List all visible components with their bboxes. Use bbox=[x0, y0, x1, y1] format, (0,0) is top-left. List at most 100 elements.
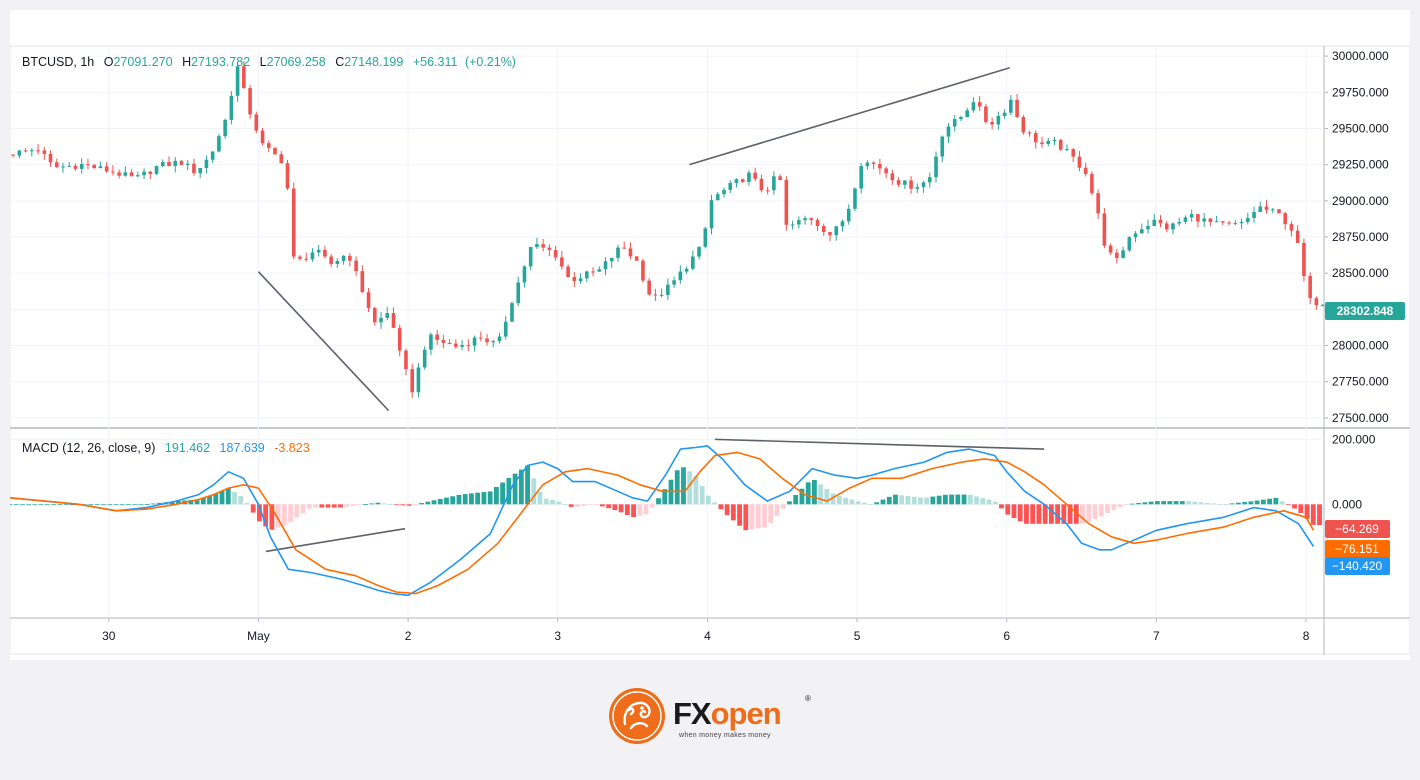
histogram-bar bbox=[918, 497, 923, 505]
candle-body bbox=[1239, 221, 1244, 224]
time-tick-label: 3 bbox=[554, 629, 561, 643]
candle-body bbox=[111, 171, 115, 173]
last-price-badge: 28302.848 bbox=[1325, 302, 1405, 320]
candle-body bbox=[329, 256, 333, 264]
candle-body bbox=[1139, 229, 1144, 234]
histogram-bar bbox=[1310, 504, 1316, 525]
histogram-bar bbox=[593, 504, 599, 506]
histogram-bar bbox=[762, 504, 767, 528]
histogram-bar bbox=[805, 482, 811, 505]
candle-body bbox=[92, 164, 96, 169]
histogram-bar bbox=[431, 500, 437, 505]
candle-body bbox=[628, 248, 633, 257]
histogram-bar bbox=[1123, 504, 1129, 506]
candle-body bbox=[884, 168, 888, 174]
histogram-bar bbox=[275, 504, 281, 528]
candle-body bbox=[659, 294, 664, 296]
legend-low: 27069.258 bbox=[267, 55, 326, 69]
histogram-bar bbox=[1080, 504, 1085, 524]
macd-badge-signal: −76.151 bbox=[1325, 540, 1390, 558]
histogram-bar bbox=[1086, 504, 1092, 522]
candle-body bbox=[1283, 213, 1288, 225]
candle-body bbox=[1196, 214, 1200, 222]
footer bbox=[0, 660, 1420, 780]
candle-body bbox=[1289, 224, 1294, 231]
histogram-bar bbox=[1105, 504, 1110, 513]
histogram-bar bbox=[281, 504, 287, 526]
candle-body bbox=[715, 194, 720, 201]
candle-body bbox=[298, 256, 302, 259]
chart-canvas[interactable]: 30 May 2 3 4 5 6 7 8 27500.000 27750.000 28000.000 2… bbox=[10, 10, 1410, 660]
histogram-bar bbox=[313, 504, 318, 508]
histogram-bar bbox=[306, 504, 312, 509]
histogram-bar bbox=[774, 504, 780, 516]
histogram-bar bbox=[1130, 503, 1135, 505]
histogram-bar bbox=[830, 493, 836, 505]
histogram-bar bbox=[643, 504, 649, 515]
macd-trendline bbox=[265, 527, 406, 553]
candle-body bbox=[765, 190, 770, 192]
candle-body bbox=[1302, 242, 1306, 277]
histogram-bar bbox=[344, 504, 350, 507]
candle-body bbox=[117, 172, 121, 176]
candle-body bbox=[1202, 218, 1206, 222]
logo-wordmark: FXopen bbox=[673, 696, 782, 731]
candle-body bbox=[360, 271, 365, 293]
candle-body bbox=[1108, 245, 1113, 253]
histogram-bar bbox=[768, 504, 774, 524]
histogram-bar bbox=[855, 501, 861, 505]
candle-body bbox=[566, 266, 570, 278]
histogram-bar bbox=[456, 494, 462, 505]
histogram-bar bbox=[319, 504, 325, 508]
histogram-bar bbox=[730, 504, 736, 521]
candle-body bbox=[896, 180, 901, 185]
time-tick-label: May bbox=[247, 629, 270, 643]
histogram-bar bbox=[493, 487, 499, 505]
candle-body bbox=[104, 166, 109, 172]
candle-body bbox=[1245, 217, 1250, 222]
candle-body bbox=[1009, 99, 1013, 113]
candle-body bbox=[173, 160, 178, 166]
candle-body bbox=[1121, 250, 1125, 258]
histogram-bar bbox=[1173, 501, 1179, 505]
candle-body bbox=[1171, 223, 1175, 230]
histogram-bar bbox=[687, 471, 693, 505]
histogram-bar bbox=[1111, 504, 1117, 510]
candle-body bbox=[372, 308, 377, 323]
candle-body bbox=[1040, 142, 1044, 145]
logo-tagline: when money makes money bbox=[679, 732, 771, 739]
histogram-bar bbox=[1273, 497, 1279, 505]
histogram-bar bbox=[500, 482, 506, 505]
time-tick-label: 2 bbox=[405, 629, 412, 643]
candle-body bbox=[435, 334, 439, 340]
candle-body bbox=[1002, 112, 1007, 117]
histogram-bar bbox=[1061, 504, 1067, 524]
candle-body bbox=[647, 280, 651, 295]
candle-body bbox=[865, 162, 870, 167]
candle-body bbox=[391, 313, 396, 328]
fxopen-logo[interactable]: FXopen ® when money makes money bbox=[609, 688, 819, 746]
histogram-bar bbox=[487, 491, 493, 505]
candle-body bbox=[871, 162, 876, 164]
histogram-bar bbox=[169, 501, 175, 505]
candle-body bbox=[753, 172, 757, 179]
histogram-bar bbox=[1092, 504, 1098, 519]
histogram-bar bbox=[587, 504, 593, 506]
histogram-bar bbox=[868, 504, 873, 505]
candle-body bbox=[1164, 223, 1169, 230]
macd-tick-label: 200.000 bbox=[1332, 432, 1376, 446]
candle-body bbox=[466, 345, 471, 347]
histogram-bar bbox=[562, 504, 568, 506]
macd-histogram bbox=[10, 465, 1322, 531]
histogram-bar bbox=[986, 499, 992, 505]
macd-badge-macd: −140.420 bbox=[1325, 557, 1390, 575]
candle-body bbox=[578, 278, 583, 282]
histogram-bar bbox=[69, 504, 75, 506]
candle-body bbox=[1252, 211, 1256, 218]
candle-body bbox=[260, 130, 265, 144]
candle-body bbox=[909, 180, 913, 189]
candle-body bbox=[98, 166, 103, 169]
candle-body bbox=[248, 88, 252, 115]
candle-body bbox=[921, 182, 926, 188]
candle-body bbox=[1146, 225, 1150, 230]
